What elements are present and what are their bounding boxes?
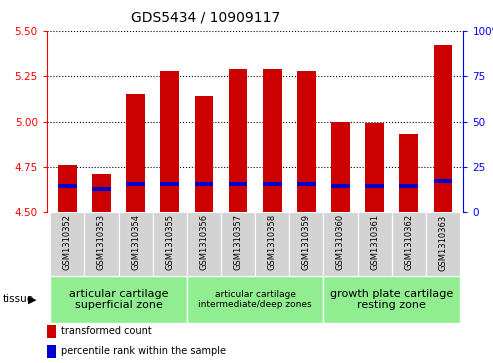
Bar <box>160 182 179 186</box>
Text: GDS5434 / 10909117: GDS5434 / 10909117 <box>131 11 280 25</box>
Bar <box>50 276 187 323</box>
Text: GSM1310362: GSM1310362 <box>404 214 413 270</box>
Text: articular cartilage
intermediate/deep zones: articular cartilage intermediate/deep zo… <box>198 290 312 309</box>
Text: GSM1310361: GSM1310361 <box>370 214 379 270</box>
Bar <box>195 182 213 186</box>
Bar <box>399 134 418 212</box>
Text: GSM1310360: GSM1310360 <box>336 214 345 270</box>
Bar <box>331 184 350 188</box>
Bar <box>229 69 247 212</box>
Text: GSM1310358: GSM1310358 <box>268 214 277 270</box>
Bar <box>153 212 187 276</box>
Bar <box>331 122 350 212</box>
Bar <box>187 276 323 323</box>
Bar <box>433 45 452 212</box>
Bar <box>221 212 255 276</box>
Bar <box>365 123 384 212</box>
Bar <box>160 71 179 212</box>
Text: GSM1310357: GSM1310357 <box>234 214 243 270</box>
Bar <box>263 69 282 212</box>
Bar <box>195 96 213 212</box>
Bar <box>47 345 56 358</box>
Text: percentile rank within the sample: percentile rank within the sample <box>62 346 226 356</box>
Bar <box>92 174 111 212</box>
Bar <box>433 179 452 183</box>
Text: GSM1310352: GSM1310352 <box>63 214 72 270</box>
Text: GSM1310356: GSM1310356 <box>199 214 209 270</box>
Bar <box>50 212 84 276</box>
Bar <box>357 212 392 276</box>
Text: ▶: ▶ <box>28 294 36 305</box>
Bar <box>255 212 289 276</box>
Text: growth plate cartilage
resting zone: growth plate cartilage resting zone <box>330 289 454 310</box>
Text: tissue: tissue <box>2 294 34 305</box>
Bar <box>187 212 221 276</box>
Bar <box>297 182 316 186</box>
Text: transformed count: transformed count <box>62 326 152 336</box>
Bar <box>92 187 111 191</box>
Bar <box>365 184 384 188</box>
Text: GSM1310359: GSM1310359 <box>302 214 311 270</box>
Bar <box>58 184 77 188</box>
Bar <box>392 212 426 276</box>
Bar <box>289 212 323 276</box>
Bar <box>297 71 316 212</box>
Bar <box>126 94 145 212</box>
Text: GSM1310355: GSM1310355 <box>165 214 174 270</box>
Bar <box>399 184 418 188</box>
Bar <box>84 212 118 276</box>
Bar <box>229 182 247 186</box>
Bar <box>323 276 460 323</box>
Bar <box>47 325 56 338</box>
Text: GSM1310354: GSM1310354 <box>131 214 140 270</box>
Text: GSM1310363: GSM1310363 <box>438 214 448 270</box>
Bar <box>58 165 77 212</box>
Text: articular cartilage
superficial zone: articular cartilage superficial zone <box>69 289 168 310</box>
Bar <box>118 212 153 276</box>
Bar <box>263 182 282 186</box>
Bar <box>126 182 145 186</box>
Text: GSM1310353: GSM1310353 <box>97 214 106 270</box>
Bar <box>426 212 460 276</box>
Bar <box>323 212 357 276</box>
